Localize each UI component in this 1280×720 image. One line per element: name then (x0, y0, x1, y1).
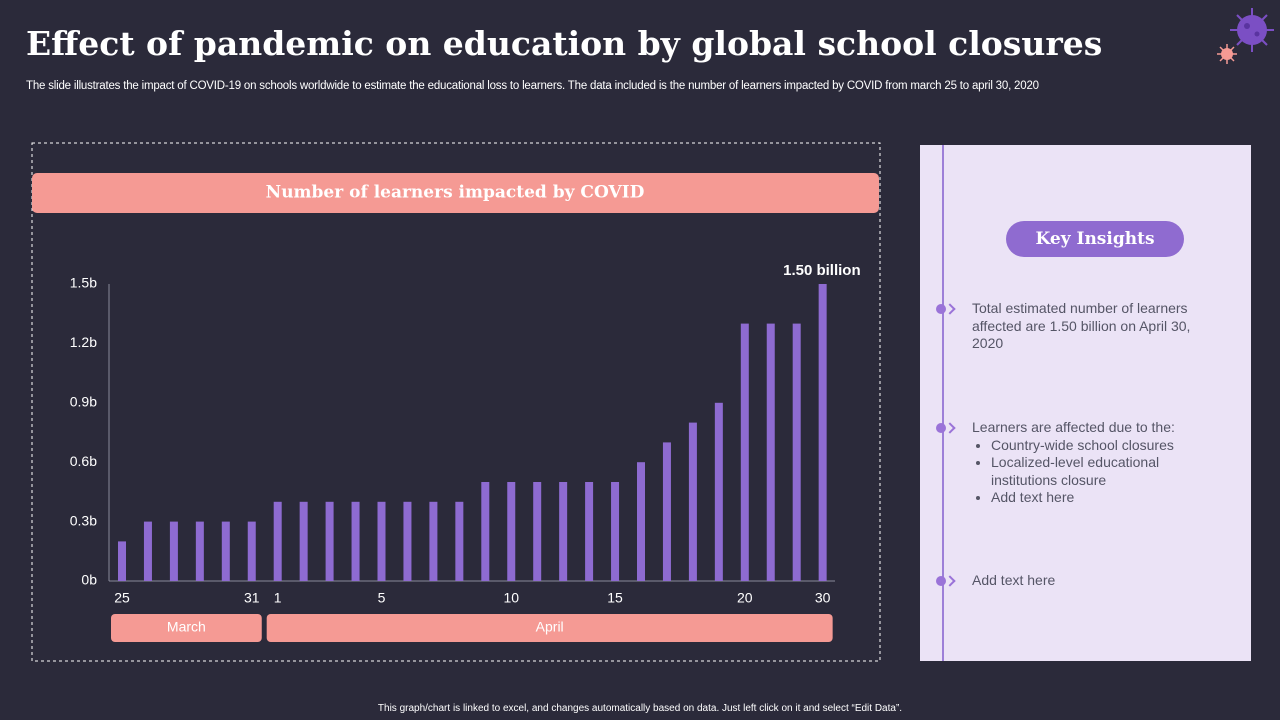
bar (455, 501, 464, 581)
bar (195, 521, 204, 581)
bar (611, 482, 620, 581)
bar (377, 501, 386, 581)
x-tick-label: 20 (737, 590, 753, 606)
bar (221, 521, 230, 581)
insight-item: Total estimated number of learners affec… (972, 300, 1222, 353)
bar (169, 521, 178, 581)
bar (637, 462, 645, 581)
insight-bullet: Country-wide school closures (991, 437, 1222, 455)
bar (118, 541, 126, 581)
insight-bullet: Add text here (991, 489, 1222, 507)
bar (766, 323, 775, 581)
timeline-dot (936, 423, 946, 433)
group-band (111, 614, 262, 642)
x-tick-label: 10 (503, 590, 519, 606)
bar (247, 521, 256, 581)
insight-item: Learners are affected due to the: Country… (972, 419, 1222, 507)
y-tick-label: 0b (81, 572, 97, 588)
timeline-line (942, 145, 944, 661)
bar (818, 284, 827, 581)
bar (325, 501, 334, 581)
bar (507, 482, 516, 581)
chart-frame (31, 142, 881, 662)
bar (533, 482, 542, 581)
group-label: March (167, 619, 206, 635)
group-label: April (536, 619, 564, 635)
bar (688, 422, 697, 581)
slide-title: Effect of pandemic on education by globa… (26, 24, 1103, 63)
bar (273, 501, 282, 581)
timeline-dot (936, 304, 946, 314)
insight-item: Add text here (972, 572, 1222, 590)
y-tick-label: 0.3b (70, 512, 97, 528)
chart-title: Number of learners impacted by COVID (266, 183, 645, 203)
subtitle: The slide illustrates the impact of COVI… (26, 80, 1039, 92)
data-label: 1.50 billion (783, 262, 861, 279)
bar (585, 482, 594, 581)
bar (559, 482, 568, 581)
bar (792, 323, 801, 581)
insight-text: Learners are affected due to the: (972, 419, 1175, 435)
virus-icon (1217, 8, 1274, 64)
x-tick-label: 15 (607, 590, 623, 606)
group-band (266, 614, 833, 642)
x-tick-label: 5 (378, 590, 386, 606)
bar (403, 501, 412, 581)
chart: Number of learners impacted by COVID 0b 0… (31, 142, 881, 662)
bar (143, 521, 152, 581)
x-tick-label: 31 (244, 590, 260, 606)
footer-note: This graph/chart is linked to excel, and… (377, 703, 903, 714)
bar (429, 501, 438, 581)
bar (481, 482, 490, 581)
y-tick-label: 0.9b (70, 394, 97, 410)
x-tick-label: 25 (114, 590, 130, 606)
insight-text: Add text here (972, 572, 1056, 588)
bar (740, 323, 749, 581)
insight-bullets: Country-wide school closuresLocalized-le… (972, 437, 1222, 507)
y-tick-label: 0.6b (70, 453, 97, 469)
timeline-dot (936, 576, 946, 586)
bar (662, 442, 671, 581)
y-tick-label: 1.5b (70, 275, 97, 291)
x-tick-label: 30 (815, 590, 831, 606)
y-tick-label: 1.2b (70, 334, 97, 350)
x-tick-label: 1 (274, 590, 282, 606)
insight-bullet: Localized-level educational institutions… (991, 454, 1222, 489)
chart-header (32, 173, 879, 213)
bar (299, 501, 308, 581)
insight-text: Total estimated number of learners affec… (972, 300, 1191, 351)
insights-title: Key Insights (1006, 221, 1184, 257)
bar (351, 501, 360, 581)
bar (714, 402, 723, 581)
